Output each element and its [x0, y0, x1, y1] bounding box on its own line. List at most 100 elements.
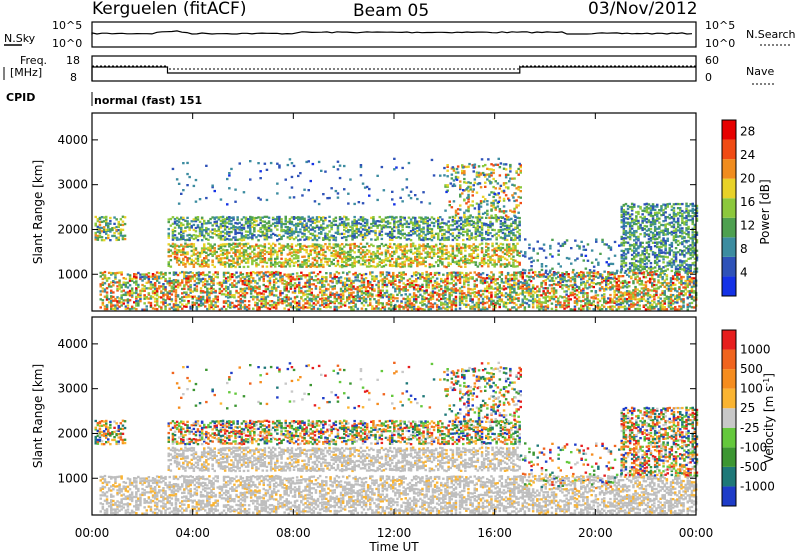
power-cell — [339, 297, 343, 300]
power-cell — [172, 281, 176, 284]
power-cell — [307, 226, 310, 229]
power-cell — [253, 216, 256, 220]
power-cell — [335, 308, 339, 311]
power-cell — [288, 259, 292, 262]
power-cell — [275, 294, 278, 297]
power-cell — [338, 232, 342, 236]
power-cell — [262, 304, 265, 307]
noise-right-tick-bottom: 10^0 — [705, 37, 735, 50]
power-cell — [638, 307, 641, 310]
power-cell — [239, 287, 242, 291]
power-cell — [374, 238, 377, 241]
power-cell — [446, 287, 449, 290]
power-cell — [190, 245, 193, 248]
power-cell — [120, 296, 123, 299]
power-cell — [428, 218, 432, 221]
power-cell — [168, 297, 171, 301]
power-cell — [290, 243, 294, 246]
power-cell — [432, 254, 436, 258]
power-cell — [611, 273, 614, 276]
power-cell — [424, 264, 427, 268]
power-cell — [600, 273, 604, 277]
power-cell — [486, 273, 489, 277]
power-cell — [483, 289, 487, 293]
power-cell — [346, 298, 349, 301]
power-cell — [226, 216, 229, 219]
power-cell — [321, 300, 324, 303]
power-cell — [137, 302, 140, 305]
power-cell — [253, 230, 256, 233]
power-cell — [384, 250, 388, 253]
power-cell — [405, 238, 409, 241]
power-cell — [686, 279, 689, 282]
power-cell — [266, 279, 270, 283]
power-cell — [425, 283, 428, 287]
power-cell — [463, 303, 466, 306]
power-cell — [351, 249, 354, 252]
power-cell — [275, 289, 278, 292]
power-cell — [580, 281, 583, 284]
power-cell — [346, 277, 349, 280]
power-cell — [513, 289, 516, 292]
power-cell — [192, 263, 196, 266]
power-cell — [185, 295, 188, 299]
power-cell — [355, 220, 358, 223]
power-cell — [464, 260, 467, 263]
power-cell — [233, 306, 236, 309]
power-cell — [195, 299, 199, 302]
power-cell — [638, 304, 641, 307]
power-cell — [331, 285, 334, 288]
power-cell — [184, 262, 187, 266]
power-cell — [467, 287, 470, 290]
power-cell — [351, 261, 354, 265]
power-cell — [458, 297, 462, 300]
power-cell — [343, 301, 347, 304]
power-cell — [137, 283, 140, 287]
power-cell — [232, 242, 235, 245]
power-cell — [682, 286, 685, 289]
power-cell — [326, 260, 329, 264]
power-cell — [427, 302, 430, 305]
power-cell — [259, 244, 262, 247]
power-cell — [260, 292, 263, 295]
power-cell — [509, 291, 512, 294]
power-cell — [189, 271, 192, 274]
power-cell — [423, 297, 426, 300]
power-cell — [428, 237, 432, 241]
power-cell — [659, 275, 662, 279]
power-cell — [450, 308, 453, 311]
power-cell — [176, 286, 180, 289]
power-cell — [538, 273, 541, 276]
power-cell — [542, 292, 545, 295]
power-cell — [230, 238, 233, 241]
power-cell — [500, 279, 504, 283]
power-cell — [155, 294, 159, 297]
power-cell — [180, 235, 183, 239]
power-cell — [329, 285, 332, 288]
power-cell — [287, 304, 290, 307]
power-cell — [294, 261, 298, 264]
power-cell — [343, 232, 346, 236]
power-cell — [366, 291, 370, 294]
power-cell — [347, 222, 350, 225]
power-cell — [642, 276, 646, 279]
power-cell — [405, 234, 409, 237]
power-cell — [457, 251, 461, 254]
power-cell — [324, 260, 327, 263]
power-cell — [254, 290, 257, 293]
power-cell — [396, 285, 399, 288]
power-cell — [167, 248, 170, 251]
power-cell — [478, 263, 482, 266]
power-cell — [305, 237, 308, 241]
power-cell — [228, 259, 231, 262]
power-cell — [376, 249, 379, 253]
power-cell — [242, 265, 246, 269]
power-cell — [164, 299, 167, 302]
power-cell — [678, 297, 681, 301]
power-cell — [418, 226, 421, 229]
power-cell — [237, 280, 240, 283]
power-cell — [221, 221, 225, 225]
power-cell — [686, 284, 689, 287]
power-cell — [192, 243, 196, 246]
power-cell — [153, 291, 157, 294]
